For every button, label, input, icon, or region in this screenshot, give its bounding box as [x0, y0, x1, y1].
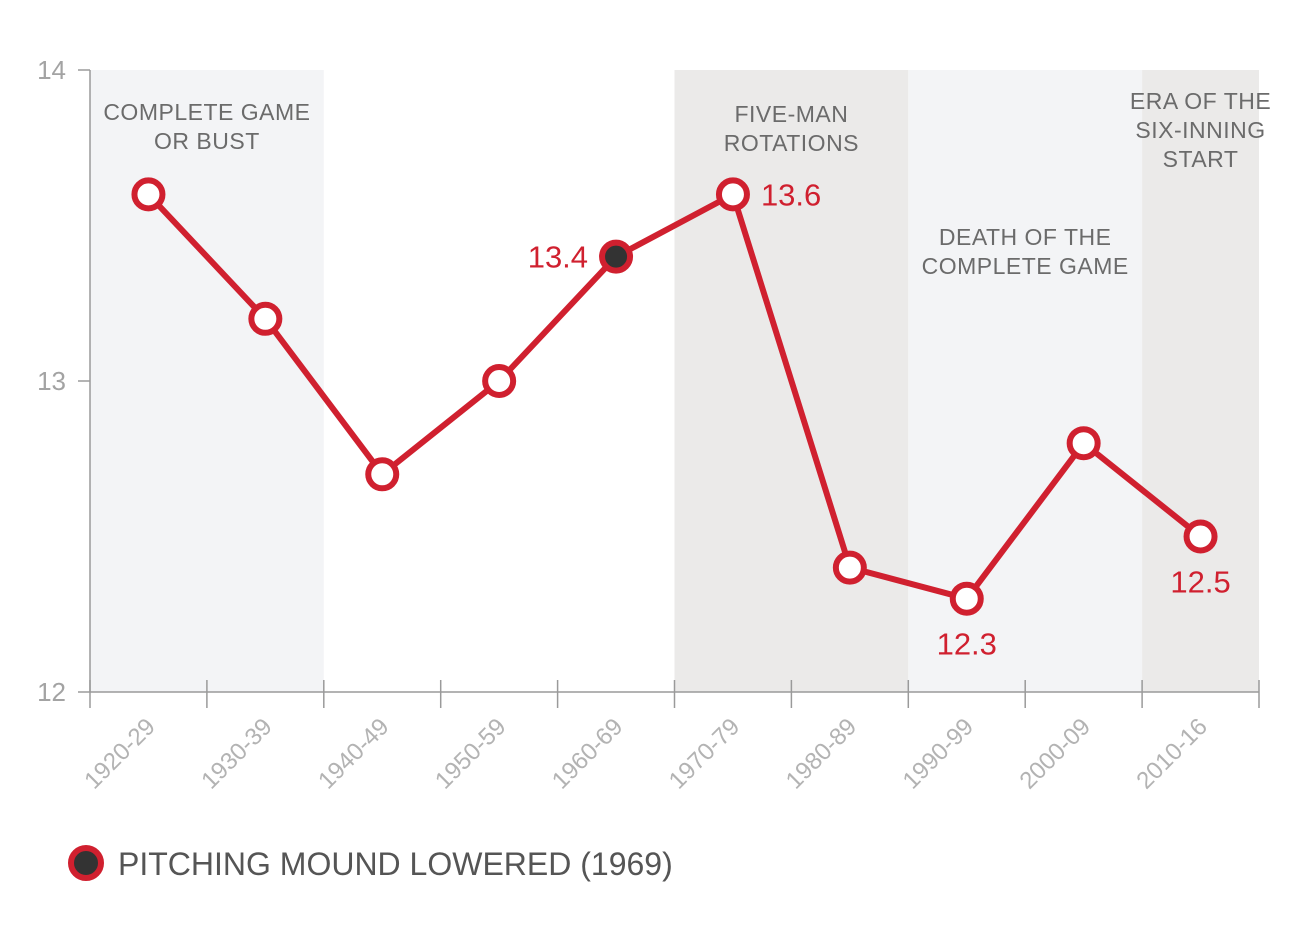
- highlight-point: [599, 239, 634, 274]
- data-label: 12.3: [937, 627, 997, 662]
- era-bands: [90, 70, 1259, 692]
- data-point: [1183, 519, 1218, 554]
- y-tick-label: 13: [37, 366, 66, 396]
- x-tick-label: 1920-29: [79, 713, 160, 794]
- data-point: [949, 581, 984, 616]
- x-tick-label: 1970-79: [664, 713, 745, 794]
- era-labels: COMPLETE GAME OR BUST FIVE-MAN ROTATIONS DEA…: [103, 88, 1271, 279]
- data-labels: 13.4 13.6 12.3 12.5: [528, 177, 1231, 661]
- data-label: 13.6: [761, 177, 821, 212]
- legend: PITCHING MOUND LOWERED (1969): [68, 845, 673, 882]
- era-band: [908, 70, 1143, 692]
- x-tick-label: 1990-99: [898, 713, 979, 794]
- x-axis-ticks: 1920-29 1930-39 1940-49 1950-59 1960-69 1970-…: [79, 680, 1260, 795]
- data-point: [482, 364, 517, 398]
- x-tick-label: 1980-89: [781, 713, 862, 794]
- x-tick-label: 2010-16: [1131, 713, 1212, 794]
- y-tick-label: 14: [37, 55, 66, 85]
- era-label: DEATH OF THE: [939, 224, 1112, 250]
- data-markers: [131, 177, 1218, 616]
- era-label: COMPLETE GAME: [922, 253, 1129, 279]
- series-line-group: [145, 191, 1204, 602]
- series-line: [145, 191, 1204, 602]
- data-point: [131, 177, 166, 212]
- era-label: OR BUST: [154, 128, 260, 154]
- data-point: [365, 457, 400, 492]
- data-point: [248, 301, 283, 336]
- era-label: ERA OF THE: [1130, 88, 1271, 114]
- x-tick-label: 1960-69: [547, 713, 628, 794]
- era-band: [90, 70, 324, 692]
- era-label: START: [1163, 146, 1239, 172]
- data-point: [1066, 426, 1101, 461]
- era-label: COMPLETE GAME: [103, 99, 310, 125]
- era-label: FIVE-MAN: [734, 101, 848, 127]
- y-tick-label: 12: [37, 677, 66, 707]
- era-label: SIX-INNING: [1135, 117, 1265, 143]
- data-point: [715, 177, 750, 212]
- data-point: [832, 550, 867, 585]
- x-tick-label: 1930-39: [196, 713, 277, 794]
- era-label: ROTATIONS: [724, 130, 859, 156]
- data-label: 13.4: [528, 240, 588, 275]
- x-tick-label: 2000-09: [1015, 713, 1096, 794]
- x-tick-label: 1940-49: [313, 713, 394, 794]
- data-label: 12.5: [1170, 565, 1230, 600]
- y-axis-ticks: 12 13 14: [37, 55, 90, 707]
- legend-label: PITCHING MOUND LOWERED (1969): [118, 846, 673, 882]
- x-tick-label: 1950-59: [430, 713, 511, 794]
- legend-marker-icon: [68, 845, 104, 881]
- era-band: [1142, 70, 1259, 692]
